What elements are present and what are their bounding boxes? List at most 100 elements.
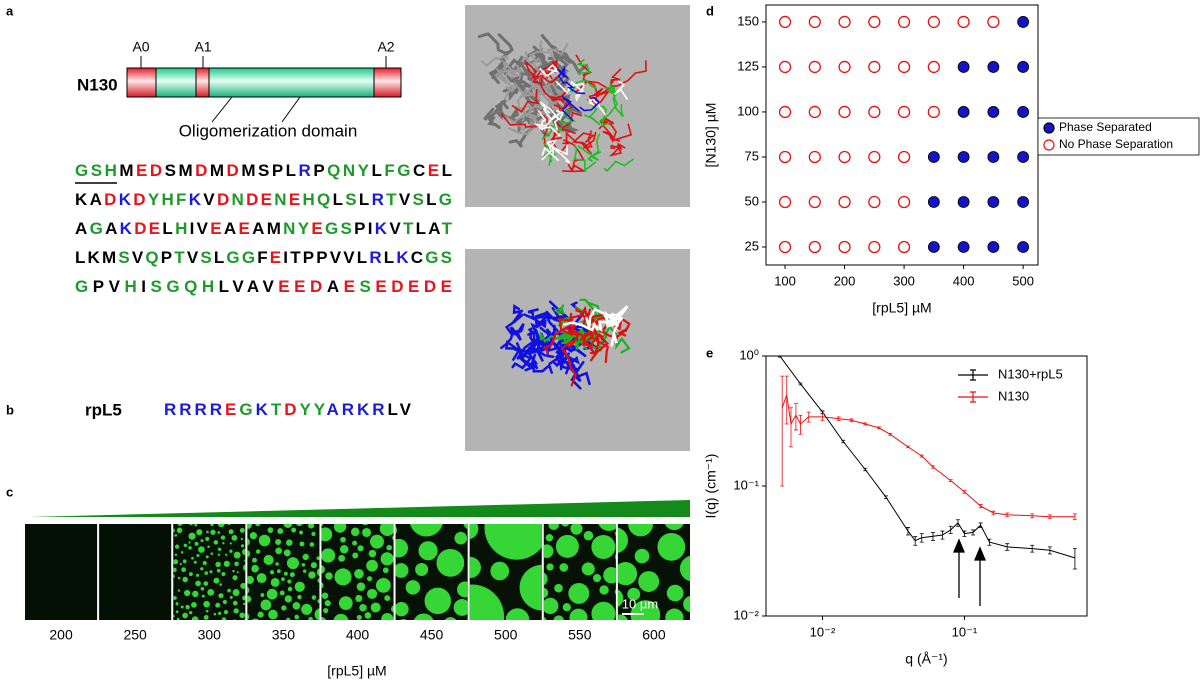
data-point: [868, 240, 881, 254]
strand: [583, 98, 601, 126]
droplet: [339, 544, 349, 554]
residues: V: [132, 248, 144, 267]
droplet: [173, 567, 177, 572]
residues: EDEDE: [375, 277, 452, 296]
strand: [573, 145, 597, 172]
droplet: [173, 524, 174, 525]
data-point: [808, 150, 821, 164]
data-point: [987, 196, 1000, 208]
residues: S: [118, 248, 129, 267]
residues: L: [384, 248, 394, 267]
error-bar: [987, 538, 992, 546]
droplet: [333, 524, 347, 533]
region-a2: [373, 67, 402, 98]
sequence-line: KA D K D YHF K V D N DE N E HQ L S L R T V S L G: [75, 190, 452, 209]
droplet: [240, 544, 245, 548]
axes-frame: [765, 4, 1039, 266]
data-point: [1017, 61, 1030, 73]
legend-label: No Phase Separation: [1059, 137, 1173, 151]
droplet: [188, 572, 193, 577]
droplet: [201, 594, 205, 598]
droplet: [188, 532, 196, 540]
x-tick-label: 10⁻²: [810, 624, 836, 639]
droplet: [215, 561, 221, 568]
strand: [563, 321, 599, 332]
droplet: [283, 571, 288, 576]
data-point: [957, 106, 970, 118]
droplet: [418, 541, 438, 561]
residues: V: [399, 190, 411, 209]
droplet: [243, 618, 246, 620]
strand: [575, 54, 593, 80]
droplet: [205, 609, 209, 613]
error-bar: [919, 533, 924, 543]
residues: N: [232, 190, 244, 209]
data-point: [868, 105, 881, 119]
strand: [602, 130, 621, 143]
data-point: [808, 195, 821, 209]
droplet: [614, 589, 616, 595]
residues: V: [389, 219, 401, 238]
droplet: [400, 619, 407, 620]
error-bar: [1072, 548, 1077, 570]
droplet: [283, 549, 291, 557]
droplet: [209, 570, 213, 574]
strand: [575, 305, 588, 326]
strand: [547, 139, 571, 164]
error-bar: [962, 530, 967, 537]
strand: [571, 132, 595, 155]
data-point: [868, 60, 881, 74]
micrographs: [25, 517, 691, 625]
droplet: [355, 594, 363, 602]
residues: SM: [165, 161, 193, 180]
residues: G: [90, 219, 103, 238]
residues: GG: [226, 248, 255, 267]
droplet: [167, 620, 172, 625]
residues: K: [256, 400, 269, 419]
droplet: [614, 531, 616, 536]
droplet: [519, 564, 542, 611]
data-point: [838, 105, 851, 119]
droplet: [207, 545, 210, 548]
residues: T: [403, 219, 414, 238]
strand: [539, 101, 560, 130]
residues: D: [104, 190, 116, 209]
error-bar: [863, 422, 868, 426]
strand: [503, 71, 518, 90]
droplet: [255, 549, 261, 554]
data-point: [897, 240, 911, 254]
droplet: [319, 588, 320, 592]
droplet: [325, 572, 333, 580]
droplet: [415, 563, 429, 577]
droplet: [570, 524, 583, 535]
droplet: [277, 528, 284, 535]
residues: D: [227, 161, 239, 180]
residues: T: [174, 248, 185, 267]
droplet: [256, 573, 267, 584]
droplet: [247, 549, 251, 558]
droplet: [364, 612, 372, 619]
droplet: [617, 562, 638, 586]
droplet: [179, 563, 182, 566]
droplet: [338, 554, 346, 562]
data-point: [778, 240, 792, 254]
residues: C: [413, 161, 425, 180]
error-bar: [1005, 543, 1010, 551]
x-tick-label: 200: [834, 273, 856, 288]
droplet: [370, 602, 381, 613]
droplet: [366, 576, 373, 582]
error-bar: [806, 411, 811, 423]
residues: ITPPVVL: [283, 248, 367, 267]
droplet: [321, 548, 336, 563]
strand: [528, 40, 549, 64]
y-axis-label: I(q) (cm⁻¹): [703, 454, 719, 519]
error-bar: [820, 410, 825, 414]
droplet: [665, 608, 684, 620]
droplet: [223, 560, 230, 567]
strand: [477, 32, 509, 56]
strand: [587, 316, 609, 338]
droplet: [173, 596, 177, 600]
droplet: [263, 517, 270, 524]
droplet: [204, 524, 206, 525]
droplet: [362, 524, 369, 526]
